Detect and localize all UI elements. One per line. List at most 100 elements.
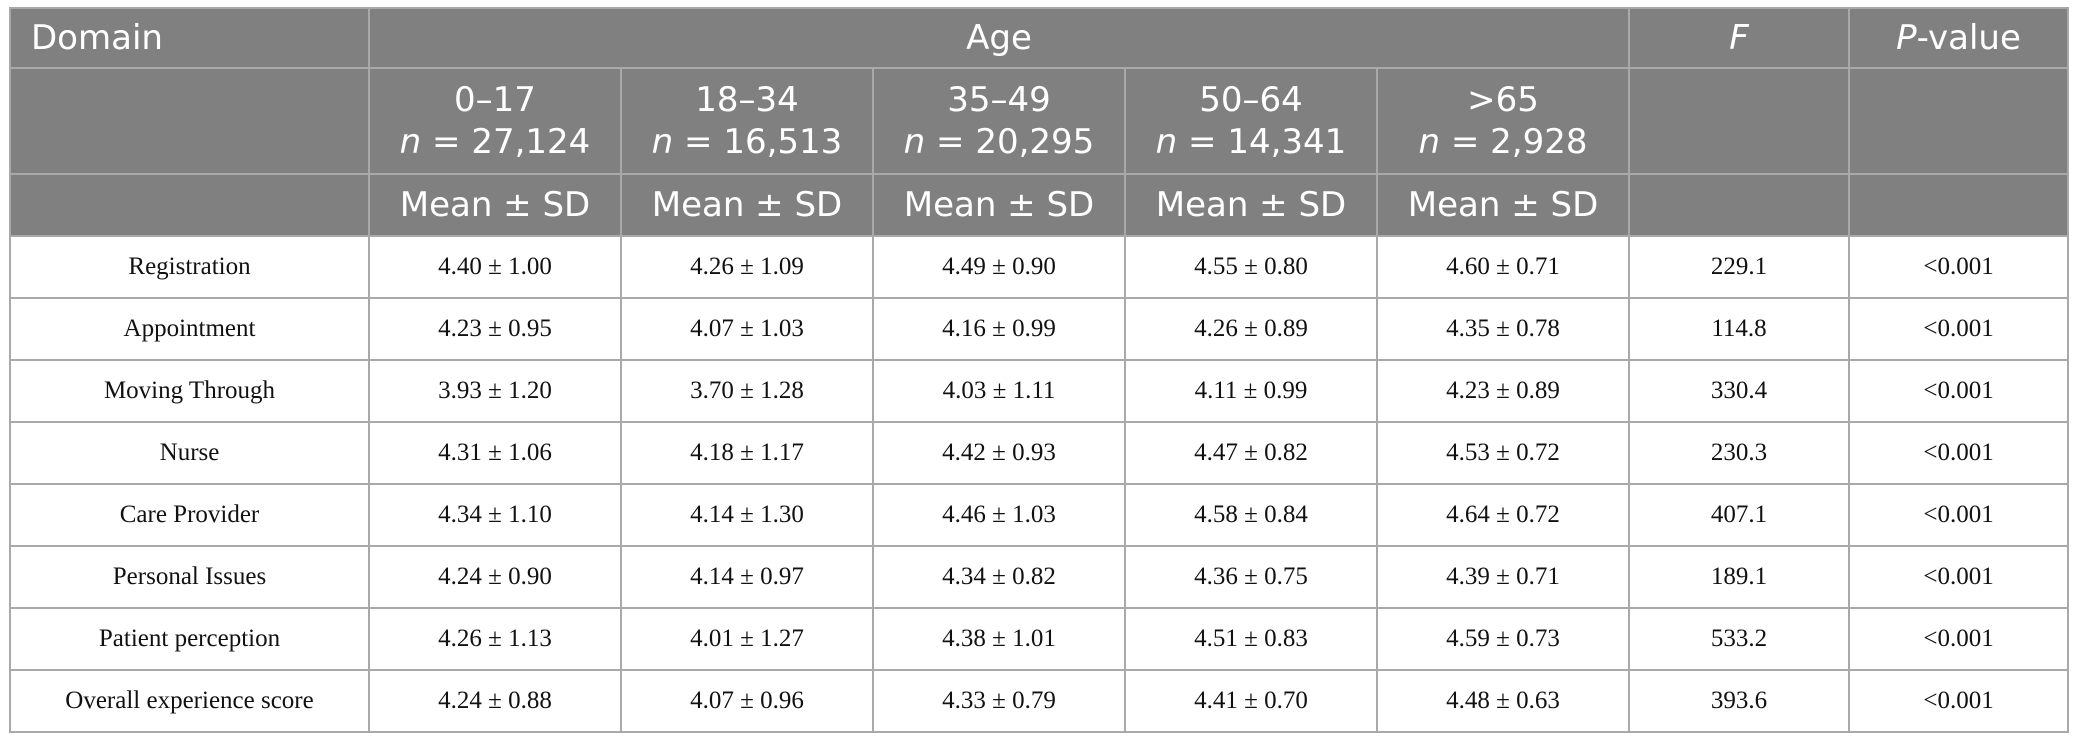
table-row: Appointment 4.23 ± 0.95 4.07 ± 1.03 4.16 ± … bbox=[9, 297, 2070, 361]
sample-size-value: = 16,513 bbox=[684, 122, 843, 162]
table-row: Nurse 4.31 ± 1.06 4.18 ± 1.17 4.42 ± 0.93 4.… bbox=[9, 421, 2070, 485]
sample-size-value: = 27,124 bbox=[432, 122, 591, 162]
header-cell: F bbox=[1628, 7, 1851, 69]
age-range: 0–17 bbox=[454, 80, 536, 120]
table-cell: 4.23 ± 0.95 bbox=[368, 297, 622, 361]
table: Domain Age F P-value 0–17 n = 27,124 18–34… bbox=[9, 7, 2070, 733]
table-row: Moving Through 3.93 ± 1.20 3.70 ± 1.28 4.03… bbox=[9, 359, 2070, 423]
header-cell bbox=[1848, 173, 2070, 237]
table-cell: 3.93 ± 1.20 bbox=[368, 359, 622, 423]
table-cell: Moving Through bbox=[9, 359, 370, 423]
sample-size-value: = 2,928 bbox=[1450, 122, 1588, 162]
header-cell: 35–49 n = 20,295 bbox=[872, 67, 1126, 175]
table-cell: 4.40 ± 1.00 bbox=[368, 235, 622, 299]
table-cell: <0.001 bbox=[1848, 669, 2070, 733]
table-cell: 4.26 ± 1.13 bbox=[368, 607, 622, 671]
table-cell: 4.26 ± 1.09 bbox=[620, 235, 874, 299]
table-cell: 4.24 ± 0.90 bbox=[368, 545, 622, 609]
table-cell: 4.51 ± 0.83 bbox=[1124, 607, 1378, 671]
table-cell: 4.03 ± 1.11 bbox=[872, 359, 1126, 423]
table-cell: 4.48 ± 0.63 bbox=[1375, 669, 1631, 733]
header-cell bbox=[9, 173, 370, 237]
header-cell: Mean ± SD bbox=[368, 173, 622, 237]
table-cell: <0.001 bbox=[1848, 545, 2070, 609]
table-cell: 4.38 ± 1.01 bbox=[872, 607, 1126, 671]
table-cell: 4.34 ± 0.82 bbox=[872, 545, 1126, 609]
table-cell: <0.001 bbox=[1848, 359, 2070, 423]
table-cell: 4.26 ± 0.89 bbox=[1124, 297, 1378, 361]
table-cell: 4.47 ± 0.82 bbox=[1124, 421, 1378, 485]
table-row: Personal Issues 4.24 ± 0.90 4.14 ± 0.97 4.3… bbox=[9, 545, 2070, 609]
table-cell: 4.07 ± 0.96 bbox=[620, 669, 874, 733]
table-cell: 4.53 ± 0.72 bbox=[1375, 421, 1631, 485]
header-text: -value bbox=[1916, 18, 2021, 58]
header-cell: Mean ± SD bbox=[620, 173, 874, 237]
table-cell: 189.1 bbox=[1628, 545, 1851, 609]
table-cell: Overall experience score bbox=[9, 669, 370, 733]
table-header: Domain Age F P-value 0–17 n = 27,124 18–34… bbox=[9, 7, 2070, 237]
table-row: Patient perception 4.26 ± 1.13 4.01 ± 1.27… bbox=[9, 607, 2070, 671]
table-container: Domain Age F P-value 0–17 n = 27,124 18–34… bbox=[9, 7, 2070, 733]
table-cell: Personal Issues bbox=[9, 545, 370, 609]
table-cell: 4.14 ± 1.30 bbox=[620, 483, 874, 547]
header-cell bbox=[1848, 67, 2070, 175]
header-cell bbox=[1628, 173, 1851, 237]
table-row: Overall experience score 4.24 ± 0.88 4.07 … bbox=[9, 669, 2070, 733]
header-text: P bbox=[1896, 18, 1917, 58]
table-cell: 4.36 ± 0.75 bbox=[1124, 545, 1378, 609]
table-cell: 407.1 bbox=[1628, 483, 1851, 547]
table-cell: 4.64 ± 0.72 bbox=[1375, 483, 1631, 547]
age-range: 35–49 bbox=[947, 80, 1051, 120]
table-cell: 4.55 ± 0.80 bbox=[1124, 235, 1378, 299]
table-cell: 230.3 bbox=[1628, 421, 1851, 485]
age-range: 18–34 bbox=[695, 80, 799, 120]
table-cell: Patient perception bbox=[9, 607, 370, 671]
table-cell: 4.59 ± 0.73 bbox=[1375, 607, 1631, 671]
table-cell: 4.39 ± 0.71 bbox=[1375, 545, 1631, 609]
table-cell: 229.1 bbox=[1628, 235, 1851, 299]
header-cell bbox=[9, 67, 370, 175]
table-cell: 330.4 bbox=[1628, 359, 1851, 423]
table-cell: Appointment bbox=[9, 297, 370, 361]
table-cell: 4.23 ± 0.89 bbox=[1375, 359, 1631, 423]
table-cell: 4.01 ± 1.27 bbox=[620, 607, 874, 671]
header-cell: Domain bbox=[9, 7, 370, 69]
sample-size-label: n bbox=[651, 122, 674, 162]
sample-size-label: n bbox=[903, 122, 926, 162]
table-cell: <0.001 bbox=[1848, 235, 2070, 299]
table-cell: Nurse bbox=[9, 421, 370, 485]
table-cell: 4.07 ± 1.03 bbox=[620, 297, 874, 361]
table-body: Registration 4.40 ± 1.00 4.26 ± 1.09 4.49 ±… bbox=[9, 235, 2070, 733]
table-cell: Care Provider bbox=[9, 483, 370, 547]
table-cell: <0.001 bbox=[1848, 421, 2070, 485]
table-cell: 4.49 ± 0.90 bbox=[872, 235, 1126, 299]
table-cell: 4.14 ± 0.97 bbox=[620, 545, 874, 609]
header-cell: 18–34 n = 16,513 bbox=[620, 67, 874, 175]
sample-size: n = 27,124 bbox=[370, 121, 620, 163]
header-cell: Mean ± SD bbox=[872, 173, 1126, 237]
header-cell: >65 n = 2,928 bbox=[1375, 67, 1631, 175]
age-range: 50–64 bbox=[1199, 80, 1303, 120]
header-cell: 50–64 n = 14,341 bbox=[1124, 67, 1378, 175]
header-text: F bbox=[1729, 18, 1749, 58]
sample-size-label: n bbox=[1418, 122, 1441, 162]
header-row: 0–17 n = 27,124 18–34 n = 16,513 35–49 n = 20… bbox=[9, 67, 2070, 175]
table-cell: <0.001 bbox=[1848, 297, 2070, 361]
header-row: Mean ± SD Mean ± SD Mean ± SD Mean ± SD Mean… bbox=[9, 173, 2070, 237]
table-cell: 4.41 ± 0.70 bbox=[1124, 669, 1378, 733]
sample-size: n = 16,513 bbox=[622, 121, 872, 163]
table-cell: 4.35 ± 0.78 bbox=[1375, 297, 1631, 361]
table-cell: 4.33 ± 0.79 bbox=[872, 669, 1126, 733]
table-cell: <0.001 bbox=[1848, 483, 2070, 547]
sample-size: n = 20,295 bbox=[874, 121, 1124, 163]
table-cell: 4.58 ± 0.84 bbox=[1124, 483, 1378, 547]
table-cell: Registration bbox=[9, 235, 370, 299]
table-cell: 393.6 bbox=[1628, 669, 1851, 733]
table-cell: 4.31 ± 1.06 bbox=[368, 421, 622, 485]
table-cell: 4.46 ± 1.03 bbox=[872, 483, 1126, 547]
age-range: >65 bbox=[1467, 80, 1539, 120]
table-cell: 4.60 ± 0.71 bbox=[1375, 235, 1631, 299]
header-cell bbox=[1628, 67, 1851, 175]
table-cell: 4.34 ± 1.10 bbox=[368, 483, 622, 547]
